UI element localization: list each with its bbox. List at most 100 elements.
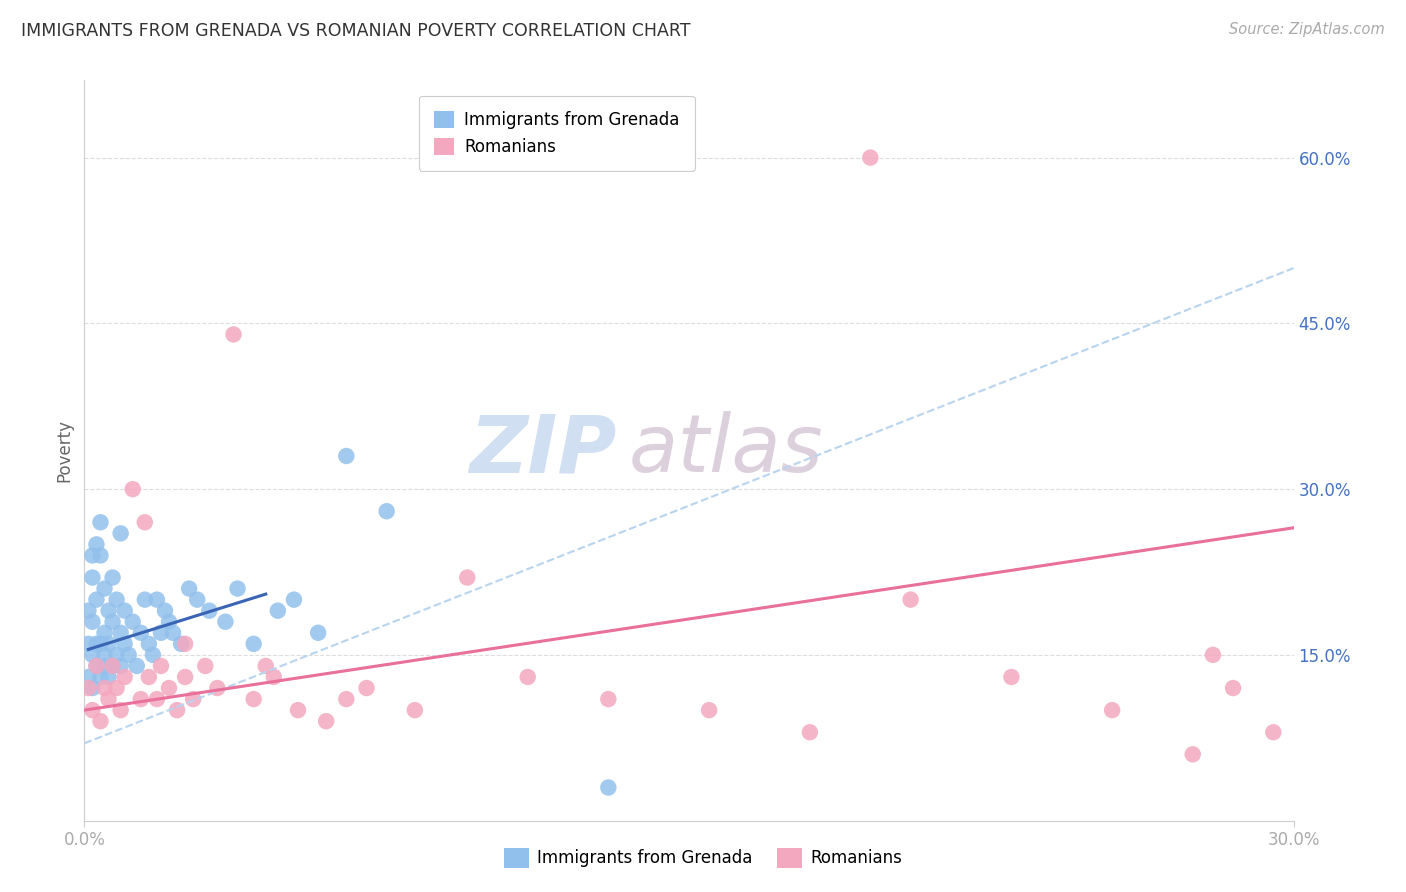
- Point: [697, 703, 720, 717]
- Point: [93, 659, 115, 673]
- Point: [125, 659, 148, 673]
- Point: [598, 692, 620, 706]
- Point: [114, 670, 136, 684]
- Point: [157, 615, 180, 629]
- Point: [129, 625, 152, 640]
- Point: [82, 549, 104, 563]
- Point: [174, 637, 197, 651]
- Point: [1000, 670, 1022, 684]
- Point: [82, 681, 104, 695]
- Point: [89, 516, 111, 530]
- Legend: Immigrants from Grenada, Romanians: Immigrants from Grenada, Romanians: [419, 96, 695, 170]
- Point: [166, 703, 188, 717]
- Legend: Immigrants from Grenada, Romanians: Immigrants from Grenada, Romanians: [496, 841, 910, 875]
- Point: [138, 637, 160, 651]
- Point: [174, 670, 197, 684]
- Point: [93, 648, 115, 662]
- Point: [335, 692, 357, 706]
- Point: [263, 670, 285, 684]
- Point: [110, 659, 132, 673]
- Point: [267, 604, 290, 618]
- Point: [194, 659, 217, 673]
- Point: [101, 615, 124, 629]
- Point: [118, 648, 141, 662]
- Text: atlas: atlas: [628, 411, 824, 490]
- Point: [335, 449, 357, 463]
- Point: [242, 692, 264, 706]
- Point: [153, 604, 176, 618]
- Y-axis label: Poverty: Poverty: [55, 419, 73, 482]
- Point: [134, 592, 156, 607]
- Point: [375, 504, 398, 518]
- Text: R = 0.273   N = 45: R = 0.273 N = 45: [429, 142, 586, 160]
- Point: [283, 592, 305, 607]
- Point: [149, 659, 172, 673]
- Point: [404, 703, 426, 717]
- Point: [162, 625, 184, 640]
- Point: [287, 703, 309, 717]
- Point: [149, 625, 172, 640]
- Point: [307, 625, 329, 640]
- Point: [181, 692, 204, 706]
- Point: [516, 670, 538, 684]
- Point: [226, 582, 249, 596]
- Point: [456, 570, 478, 584]
- Point: [179, 582, 201, 596]
- Point: [89, 714, 111, 729]
- Point: [207, 681, 229, 695]
- Point: [114, 637, 136, 651]
- Point: [214, 615, 236, 629]
- Point: [101, 659, 124, 673]
- Point: [157, 681, 180, 695]
- Point: [242, 637, 264, 651]
- Point: [110, 625, 132, 640]
- Point: [93, 582, 115, 596]
- Point: [105, 681, 128, 695]
- Point: [89, 549, 111, 563]
- Point: [138, 670, 160, 684]
- Point: [77, 681, 100, 695]
- Point: [82, 615, 104, 629]
- Text: IMMIGRANTS FROM GRENADA VS ROMANIAN POVERTY CORRELATION CHART: IMMIGRANTS FROM GRENADA VS ROMANIAN POVE…: [21, 22, 690, 40]
- Point: [1202, 648, 1225, 662]
- Point: [110, 703, 132, 717]
- Point: [114, 604, 136, 618]
- Point: [186, 592, 208, 607]
- Point: [1222, 681, 1244, 695]
- Point: [110, 526, 132, 541]
- Point: [105, 592, 128, 607]
- Point: [142, 648, 165, 662]
- Point: [121, 615, 143, 629]
- Point: [89, 637, 111, 651]
- Point: [121, 482, 143, 496]
- Point: [146, 692, 169, 706]
- Point: [1101, 703, 1123, 717]
- Point: [77, 604, 100, 618]
- Point: [86, 659, 108, 673]
- Point: [222, 327, 245, 342]
- Point: [97, 670, 120, 684]
- Point: [82, 570, 104, 584]
- Point: [86, 592, 108, 607]
- Point: [1263, 725, 1285, 739]
- Point: [97, 692, 120, 706]
- Point: [134, 516, 156, 530]
- Point: [198, 604, 221, 618]
- Point: [82, 648, 104, 662]
- Point: [859, 151, 882, 165]
- Point: [86, 537, 108, 551]
- Point: [129, 692, 152, 706]
- Point: [799, 725, 821, 739]
- Point: [97, 637, 120, 651]
- Point: [101, 570, 124, 584]
- Point: [77, 670, 100, 684]
- Point: [89, 670, 111, 684]
- Text: Source: ZipAtlas.com: Source: ZipAtlas.com: [1229, 22, 1385, 37]
- Point: [93, 625, 115, 640]
- Point: [101, 659, 124, 673]
- Point: [170, 637, 193, 651]
- Point: [146, 592, 169, 607]
- Point: [86, 637, 108, 651]
- Point: [356, 681, 378, 695]
- Point: [105, 648, 128, 662]
